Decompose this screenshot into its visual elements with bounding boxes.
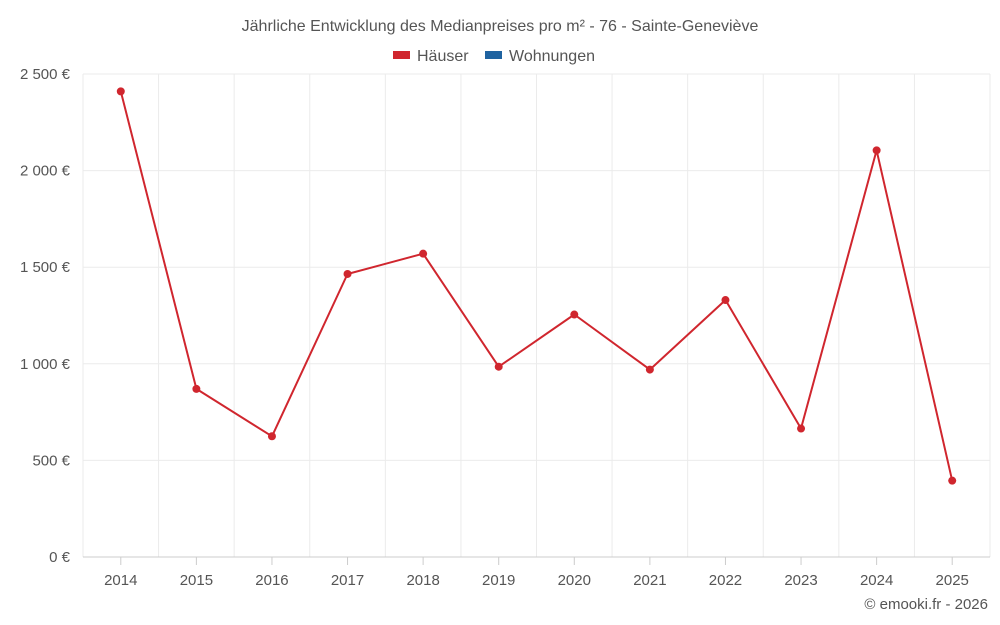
x-axis: 2014 2015 2016 2017 2018 2019 2020 2021 2022 2023… xyxy=(83,556,990,589)
legend-swatch-1[interactable] xyxy=(485,51,502,59)
x-tick-label: 2025 xyxy=(936,572,969,589)
gridlines xyxy=(82,73,991,557)
legend: Häuser Wohnungen xyxy=(393,48,595,65)
x-tick-label: 2021 xyxy=(633,572,666,589)
y-tick-label: 500 € xyxy=(32,452,70,469)
data-point[interactable] xyxy=(570,310,579,319)
y-tick-label: 2 500 € xyxy=(20,66,71,83)
series-layer xyxy=(116,87,957,485)
x-tick-label: 2022 xyxy=(709,572,742,589)
legend-label-1[interactable]: Wohnungen xyxy=(509,48,595,65)
data-point[interactable] xyxy=(192,384,201,393)
data-point[interactable] xyxy=(721,296,730,305)
y-tick-label: 1 000 € xyxy=(20,356,71,373)
y-tick-label: 2 000 € xyxy=(20,163,71,180)
y-tick-label: 1 500 € xyxy=(20,259,71,276)
y-axis: 0 € 500 € 1 000 € 1 500 € 2 000 € 2 500 € xyxy=(20,66,71,566)
data-point[interactable] xyxy=(797,424,806,433)
data-point[interactable] xyxy=(343,269,352,278)
chart-title: Jährliche Entwicklung des Medianpreises … xyxy=(242,18,759,35)
x-tick-label: 2014 xyxy=(104,572,137,589)
x-tick-label: 2020 xyxy=(558,572,591,589)
x-tick-label: 2015 xyxy=(180,572,213,589)
legend-swatch-0[interactable] xyxy=(393,51,410,59)
x-tick-label: 2017 xyxy=(331,572,364,589)
x-tick-label: 2018 xyxy=(406,572,439,589)
data-point[interactable] xyxy=(267,432,276,441)
x-tick-label: 2024 xyxy=(860,572,893,589)
data-point[interactable] xyxy=(948,476,957,485)
data-point[interactable] xyxy=(494,362,503,371)
legend-label-0[interactable]: Häuser xyxy=(417,48,469,65)
credit-text: © emooki.fr - 2026 xyxy=(864,596,988,613)
data-point[interactable] xyxy=(872,146,881,155)
x-tick-label: 2019 xyxy=(482,572,515,589)
y-tick-label: 0 € xyxy=(49,549,71,566)
data-point[interactable] xyxy=(116,87,125,96)
data-point[interactable] xyxy=(419,249,428,258)
x-tick-label: 2016 xyxy=(255,572,288,589)
series-line-0 xyxy=(119,91,954,481)
x-tick-label: 2023 xyxy=(784,572,817,589)
data-point[interactable] xyxy=(645,365,654,374)
